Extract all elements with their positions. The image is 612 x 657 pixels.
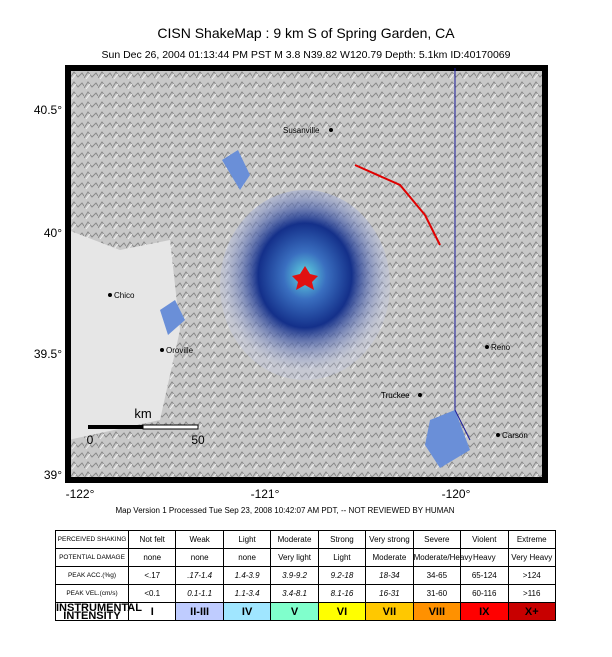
table-cell: Extreme <box>507 530 556 549</box>
footer: Map Version 1 Processed Tue Sep 23, 2008… <box>116 506 455 515</box>
table-cell: <0.1 <box>127 584 177 603</box>
title: CISN ShakeMap : 9 km S of Spring Garden,… <box>157 25 455 41</box>
scale-start: 0 <box>87 433 94 447</box>
subtitle: Sun Dec 26, 2004 01:13:44 PM PST M 3.8 N… <box>102 49 511 61</box>
table-cell: 3.9-9.2 <box>270 566 319 585</box>
frame <box>65 65 548 483</box>
table-cell: none <box>127 548 177 567</box>
table-cell: Moderate <box>365 548 414 567</box>
row-label: PERCEIVED SHAKING <box>55 530 129 549</box>
table-cell: Weak <box>175 530 224 549</box>
table-row: PEAK VEL.(cm/s) <0.1 0.1-1.1 1.1-3.4 3.4-8.1… <box>55 584 556 603</box>
table-cell: 16-31 <box>365 584 414 603</box>
table-cell: Very strong <box>365 530 414 549</box>
table-row: PEAK ACC.(%g) <.17.17-1.4 1.4-3.9 3.9-9.2 9.… <box>55 566 556 585</box>
table-row: INSTRUMENTAL INTENSITY I II-III IV V VI VII VII… <box>55 601 556 622</box>
city-label: Susanville <box>283 126 320 135</box>
table-cell: >124 <box>507 566 556 585</box>
scale-bar-rect <box>142 424 199 430</box>
epicenter <box>292 266 318 290</box>
lakes <box>160 150 470 468</box>
city-dot <box>108 293 112 297</box>
scale-unit: km <box>134 406 151 421</box>
table-row: PERCEIVED SHAKING Not felt Weak Light Modera… <box>55 530 556 549</box>
table-row: POTENTIAL DAMAGE none none none Very light Li… <box>55 548 556 567</box>
table-cell: Severe <box>412 530 462 549</box>
table-cell: none <box>222 548 272 567</box>
city-label: Reno <box>491 343 511 352</box>
city-dot <box>418 393 422 397</box>
city-label: Carson <box>502 431 528 440</box>
legend-table: PERCEIVED SHAKING Not felt Weak Light Modera… <box>55 530 556 621</box>
table-cell: Very Heavy <box>507 548 556 567</box>
city-dot <box>485 345 489 349</box>
lon-label: -122° <box>66 487 95 501</box>
city-label: Chico <box>114 291 135 300</box>
lat-label: 39° <box>44 468 62 482</box>
city-dot <box>496 433 500 437</box>
state-border <box>454 68 471 441</box>
fault <box>354 164 441 246</box>
table-cell: Violent <box>460 530 509 549</box>
table-cell: IV <box>222 602 272 621</box>
city-label: Truckee <box>381 391 410 400</box>
shakemap: CISN ShakeMap : 9 km S of Spring Garden,… <box>34 25 548 515</box>
row-label: PEAK ACC.(%g) <box>55 566 129 585</box>
cities: Susanville Chico Oroville Reno Truckee C… <box>108 126 528 440</box>
table-cell: Light <box>317 548 367 567</box>
table-cell: Strong <box>317 530 367 549</box>
city-dot <box>329 128 333 132</box>
row-label: POTENTIAL DAMAGE <box>55 548 129 567</box>
table-cell: 3.4-8.1 <box>270 584 319 603</box>
table-cell: VI <box>317 602 367 621</box>
table-cell: VIII <box>412 602 462 621</box>
lat-label: 40° <box>44 226 62 240</box>
lat-label: 39.5° <box>34 347 62 361</box>
valley <box>68 230 180 440</box>
lon-label: -120° <box>442 487 471 501</box>
table-cell: 60-116 <box>460 584 509 603</box>
table-cell: X+ <box>507 602 556 621</box>
table-cell: >116 <box>507 584 556 603</box>
table-cell: Very light <box>270 548 319 567</box>
table-cell: .17-1.4 <box>175 566 224 585</box>
table-cell: 1.1-3.4 <box>222 584 272 603</box>
table-cell: 34-65 <box>412 566 462 585</box>
row-label: INSTRUMENTAL INTENSITY <box>55 601 142 622</box>
lon-label: -121° <box>251 487 280 501</box>
table-cell: 1.4-3.9 <box>222 566 272 585</box>
table-cell: IX <box>460 602 509 621</box>
table-cell: 8.1-16 <box>317 584 367 603</box>
table-cell: 0.1-1.1 <box>175 584 224 603</box>
table-cell: Not felt <box>127 530 177 549</box>
table-cell: 18-34 <box>365 566 414 585</box>
table-cell: none <box>175 548 224 567</box>
table-cell: VII <box>365 602 414 621</box>
table-cell: 31-60 <box>412 584 462 603</box>
table-cell: Moderate/Heavy <box>412 548 472 567</box>
table-cell: 65-124 <box>460 566 509 585</box>
table-cell: Moderate <box>270 530 319 549</box>
table-cell: <.17 <box>127 566 177 585</box>
lat-label: 40.5° <box>34 103 62 117</box>
row-label: PEAK VEL.(cm/s) <box>55 584 129 603</box>
table-cell: 9.2-18 <box>317 566 367 585</box>
scale-end: 50 <box>191 433 205 447</box>
city-dot <box>160 348 164 352</box>
scale-bar: km 0 50 <box>87 406 205 447</box>
table-cell: Light <box>222 530 272 549</box>
table-cell: II-III <box>175 602 224 621</box>
table-cell: I <box>127 602 177 621</box>
city-label: Oroville <box>166 346 194 355</box>
table-cell: V <box>270 602 319 621</box>
